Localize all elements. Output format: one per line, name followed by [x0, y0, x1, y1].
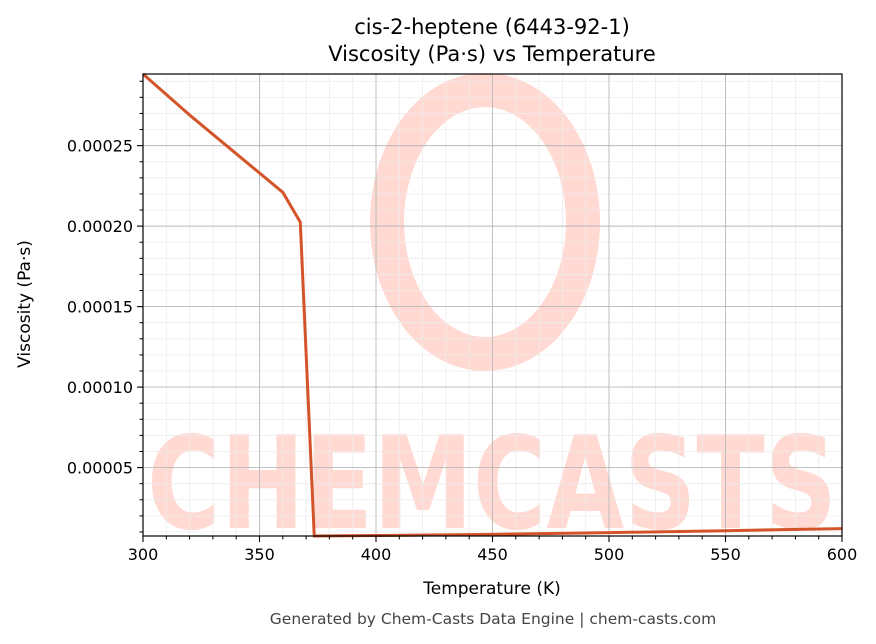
x-tick-label: 450 — [477, 545, 508, 564]
footer-credit: Generated by Chem-Casts Data Engine | ch… — [270, 610, 716, 628]
major-grid — [142, 74, 843, 536]
chemcasts-watermark: CHEMCASTS — [147, 73, 837, 559]
watermark-ring — [370, 73, 600, 371]
chart-subtitle: Viscosity (Pa·s) vs Temperature — [328, 42, 656, 66]
y-tick-label: 0.00005 — [67, 459, 133, 478]
chart-title: cis-2-heptene (6443-92-1) — [354, 15, 630, 39]
y-tick-label: 0.00025 — [67, 137, 133, 156]
x-axis-label: Temperature (K) — [422, 579, 561, 599]
y-tick-label: 0.00020 — [67, 217, 133, 236]
x-tick-label: 400 — [361, 545, 392, 564]
x-tick-label: 550 — [710, 545, 741, 564]
y-axis: 0.00005 0.00010 0.00015 0.00020 0.00025 — [67, 80, 143, 533]
y-axis-label: Viscosity (Pa·s) — [15, 240, 35, 368]
y-tick-label: 0.00010 — [67, 378, 133, 397]
x-tick-label: 350 — [244, 545, 275, 564]
x-axis: 300 350 400 450 500 550 600 — [128, 536, 858, 564]
x-tick-label: 300 — [128, 545, 159, 564]
y-tick-label: 0.00015 — [67, 298, 133, 317]
x-tick-label: 500 — [594, 545, 625, 564]
x-tick-label: 600 — [827, 545, 858, 564]
